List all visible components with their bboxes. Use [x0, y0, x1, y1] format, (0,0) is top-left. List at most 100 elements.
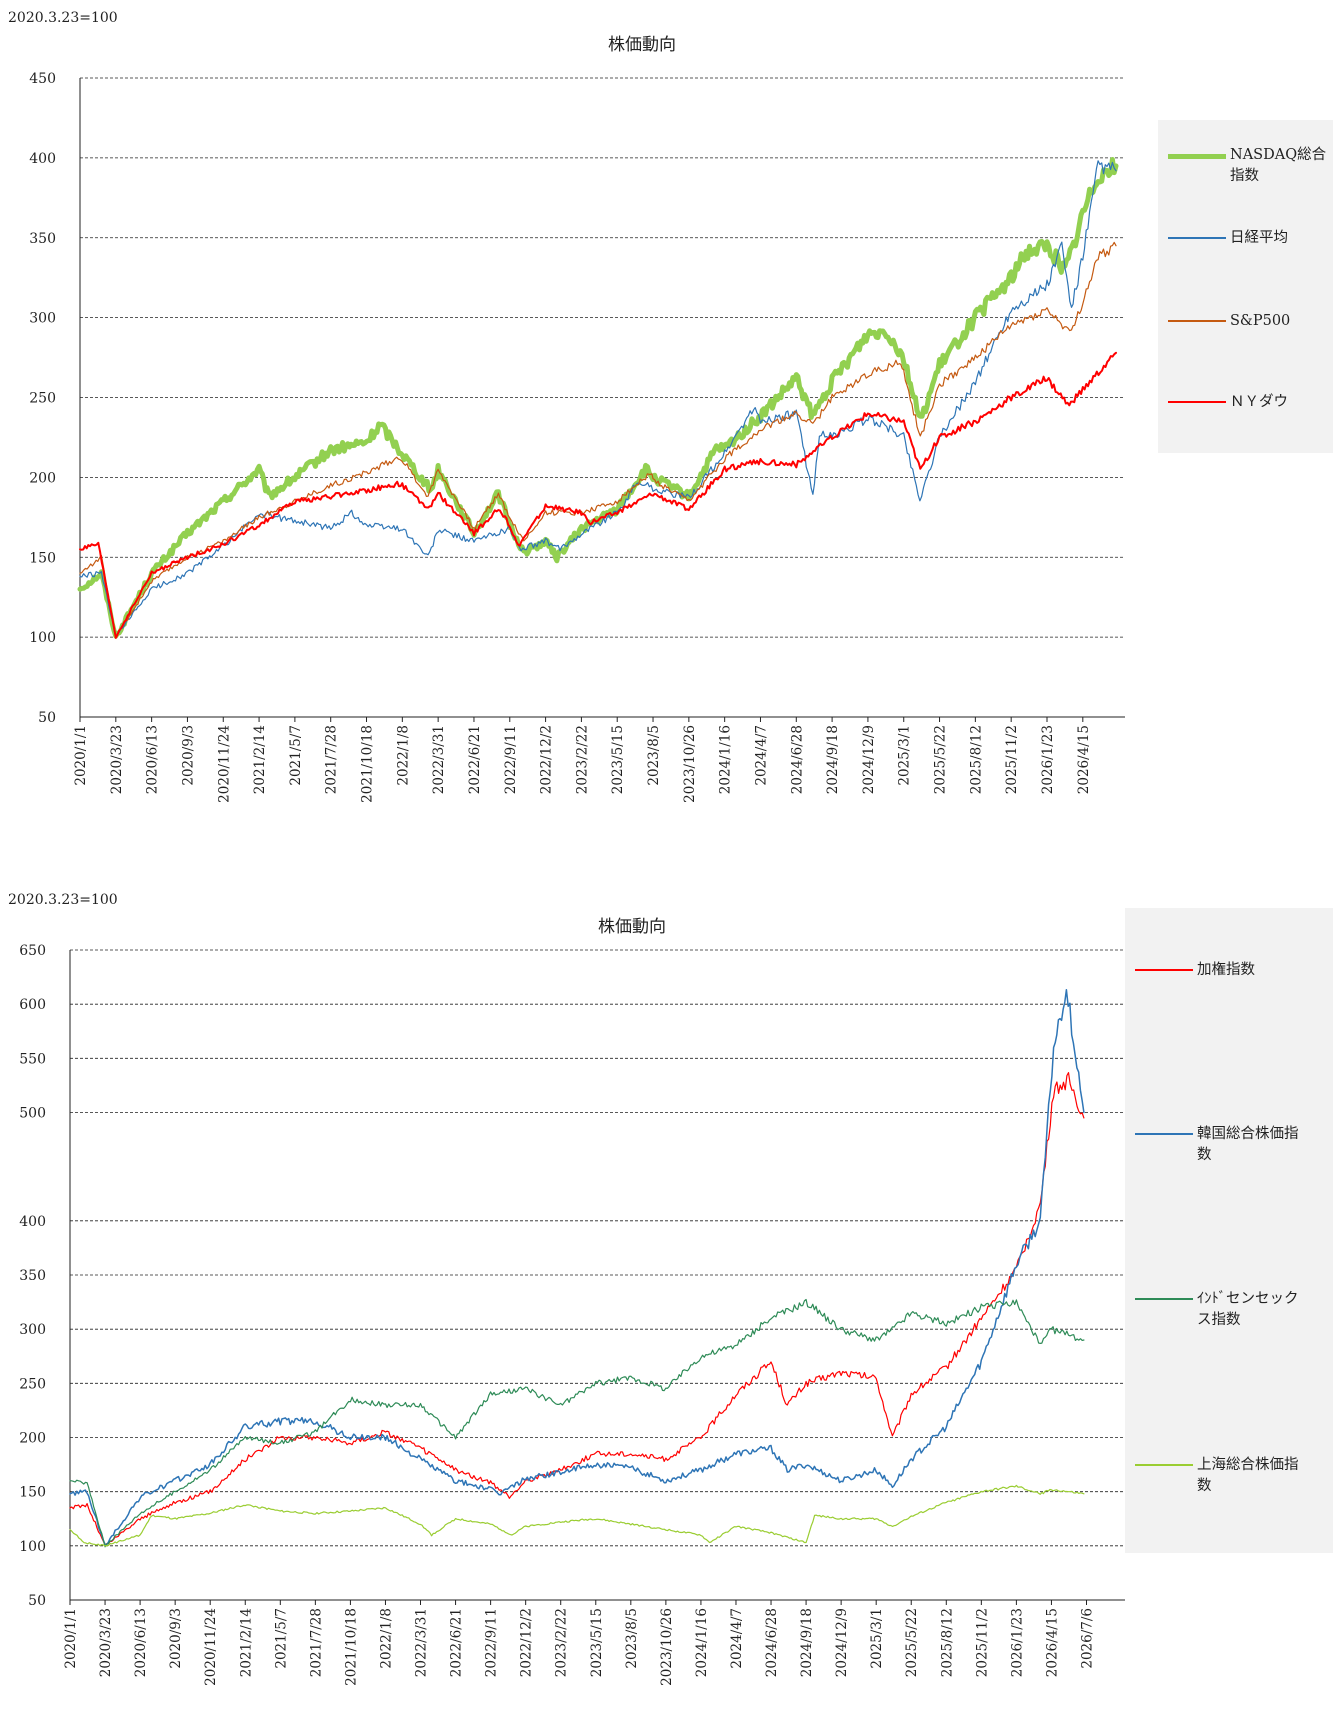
x-tick-label: 2022/3/31: [414, 1608, 430, 1677]
x-tick-label: 2020/1/1: [73, 725, 89, 786]
y-tick-label: 600: [19, 997, 46, 1013]
y-tick-label: 100: [19, 1539, 46, 1555]
legend-swatch: [1135, 1133, 1193, 1135]
x-tick-label: 2021/5/7: [273, 1608, 289, 1669]
series-line: [79, 241, 1117, 638]
legend-label: 日経平均: [1230, 230, 1288, 246]
legend-label: 上海総合株価指数: [1197, 1457, 1299, 1494]
x-tick-label: 2026/1/23: [1040, 725, 1056, 794]
legend-swatch: [1135, 1298, 1193, 1300]
legend-item-nikkei: 日経平均: [1168, 228, 1340, 249]
x-tick-label: 2023/8/5: [646, 725, 662, 786]
line-chart-plot: 50 100 150 200 250 300 350 400 500 550 600 650 2020/…: [19, 943, 1125, 1686]
x-tick-label: 2020/1/1: [63, 1608, 79, 1669]
legend: NASDAQ総合指数 日経平均 S&P500 ＮＹダウ: [1158, 120, 1333, 453]
series-line: [79, 160, 1117, 638]
base-note: 2020.3.23=100: [8, 10, 118, 26]
legend-swatch: [1168, 154, 1226, 159]
x-tick-label: 2022/12/2: [519, 1608, 535, 1677]
x-tick-label: 2025/8/12: [939, 1608, 955, 1677]
x-tick-label: 2020/3/23: [98, 1608, 114, 1677]
x-tick-label: 2022/9/11: [484, 1608, 500, 1677]
y-tick-label: 400: [19, 1214, 46, 1230]
legend-item-nasdaq: NASDAQ総合指数: [1168, 145, 1340, 187]
x-tick-label: 2024/9/18: [825, 725, 841, 794]
y-tick-label: 50: [38, 710, 56, 726]
x-tick-label: 2022/1/8: [395, 725, 411, 786]
x-tick-label: 2020/3/23: [109, 725, 125, 794]
x-tick-label: 2021/7/28: [308, 1608, 324, 1677]
series-line: [69, 1298, 1085, 1548]
x-tick-label: 2026/1/23: [1009, 1608, 1025, 1677]
x-tick-label: 2022/1/8: [378, 1608, 394, 1669]
x-tick-label: 2021/2/14: [252, 725, 268, 794]
y-tick-label: 200: [19, 1431, 46, 1447]
legend: 加権指数 韓国総合株価指数 ｲﾝﾄﾞセンセックス指数 上海総合株価指数: [1125, 908, 1333, 1553]
x-tick-label: 2023/5/15: [589, 1608, 605, 1677]
legend-item-taiex: 加権指数: [1135, 960, 1307, 981]
x-tick-label: 2024/1/16: [694, 1608, 710, 1677]
x-tick-label: 2020/6/13: [145, 725, 161, 794]
x-tick-label: 2021/7/28: [324, 725, 340, 794]
base-note: 2020.3.23=100: [8, 892, 118, 908]
x-tick-label: 2020/11/24: [203, 1608, 219, 1686]
x-tick-label: 2024/12/9: [861, 725, 877, 794]
legend-item-sensex: ｲﾝﾄﾞセンセックス指数: [1135, 1289, 1307, 1331]
legend-label: 加権指数: [1197, 962, 1255, 978]
x-tick-label: 2022/3/31: [431, 725, 447, 794]
x-tick-label: 2023/2/22: [554, 1608, 570, 1677]
y-tick-label: 250: [19, 1376, 46, 1392]
y-tick-label: 300: [19, 1322, 46, 1338]
y-tick-label: 350: [29, 231, 56, 247]
legend-swatch: [1135, 1464, 1193, 1466]
chart-title: 株価動向: [608, 35, 676, 55]
y-tick-label: 200: [29, 470, 56, 486]
legend-label: ｲﾝﾄﾞセンセックス指数: [1197, 1291, 1299, 1328]
x-tick-label: 2021/2/14: [238, 1608, 254, 1677]
y-tick-label: 350: [19, 1268, 46, 1284]
x-tick-label: 2025/5/22: [904, 1608, 920, 1677]
x-tick-label: 2025/11/2: [1004, 725, 1020, 794]
x-tick-label: 2022/12/2: [539, 725, 555, 794]
legend-label: 韓国総合株価指数: [1197, 1126, 1299, 1163]
x-tick-label: 2026/7/6: [1079, 1608, 1095, 1669]
legend-item-shanghai: 上海総合株価指数: [1135, 1455, 1307, 1497]
x-tick-label: 2024/6/28: [789, 725, 805, 794]
x-tick-label: 2020/6/13: [133, 1608, 149, 1677]
y-tick-label: 400: [29, 151, 56, 167]
x-tick-label: 2023/8/5: [624, 1608, 640, 1669]
legend-label: ＮＹダウ: [1230, 394, 1288, 410]
legend-swatch: [1168, 320, 1226, 322]
x-tick-label: 2021/10/18: [343, 1608, 359, 1686]
x-tick-label: 2020/11/24: [216, 725, 232, 803]
legend-item-nydow: ＮＹダウ: [1168, 392, 1340, 413]
series-line: [69, 1072, 1085, 1546]
y-tick-label: 300: [29, 311, 56, 327]
x-tick-label: 2024/4/7: [729, 1608, 745, 1669]
line-chart-plot: 50 100 150 200 250 300 350 400 450 2020/1/1 2020/3…: [29, 71, 1125, 803]
x-tick-label: 2025/5/22: [933, 725, 949, 794]
legend-label: S&P500: [1230, 313, 1291, 329]
series-line: [79, 351, 1117, 639]
y-tick-label: 550: [19, 1051, 46, 1067]
x-tick-label: 2025/8/12: [968, 725, 984, 794]
legend-item-sp500: S&P500: [1168, 311, 1340, 332]
x-tick-label: 2025/3/1: [897, 725, 913, 786]
x-tick-label: 2022/9/11: [503, 725, 519, 794]
legend-item-kospi: 韓国総合株価指数: [1135, 1124, 1307, 1166]
series-line: [69, 1484, 1085, 1547]
y-tick-label: 50: [28, 1593, 46, 1609]
chart-top: 2020.3.23=100 株価動向 50 100 150 200 250 300 350 4…: [0, 0, 1343, 850]
y-tick-label: 100: [29, 630, 56, 646]
x-tick-label: 2025/11/2: [974, 1608, 990, 1677]
x-tick-label: 2020/9/3: [180, 725, 196, 786]
y-tick-label: 650: [19, 943, 46, 959]
y-tick-label: 150: [19, 1485, 46, 1501]
chart-title: 株価動向: [598, 917, 666, 937]
legend-swatch: [1168, 401, 1226, 403]
x-tick-label: 2024/12/9: [834, 1608, 850, 1677]
y-tick-label: 250: [29, 391, 56, 407]
x-tick-label: 2020/9/3: [168, 1608, 184, 1669]
x-tick-label: 2023/2/22: [574, 725, 590, 794]
x-tick-label: 2023/10/26: [682, 725, 698, 803]
